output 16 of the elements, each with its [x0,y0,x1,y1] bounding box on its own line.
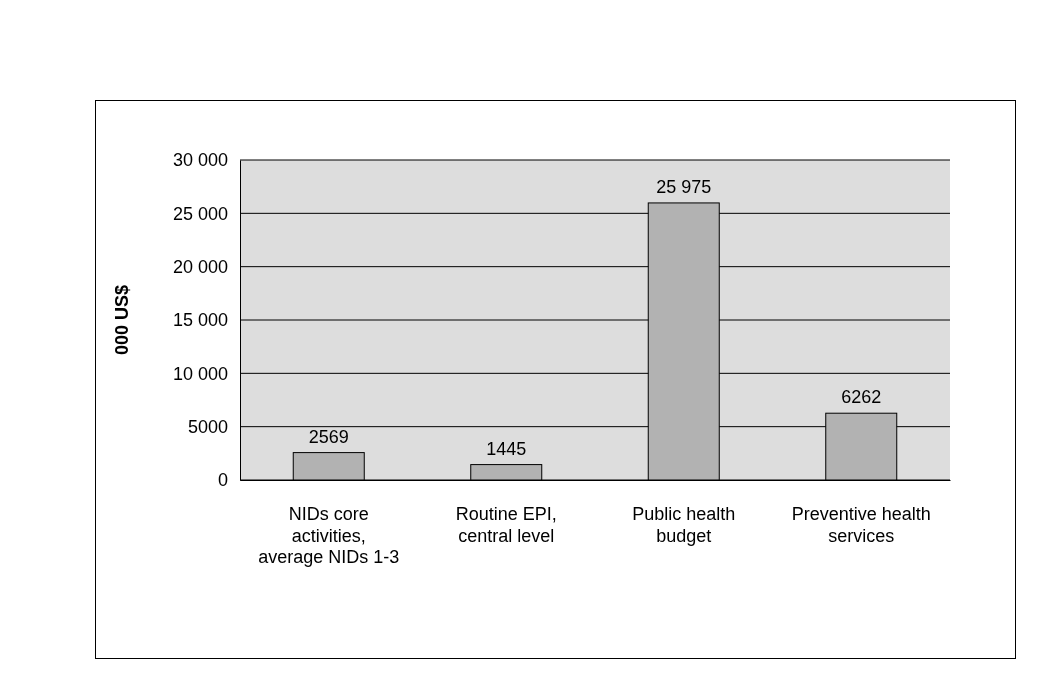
x-tick-label: Public health budget [632,504,736,546]
data-label: 25 975 [656,176,712,197]
y-tick-label: 30 000 [172,150,228,171]
y-tick-label: 20 000 [172,256,228,277]
y-tick-label: 25 000 [172,203,228,224]
x-tick-label: Preventive health services [791,504,931,546]
x-tick-label: Routine EPI, central level [455,504,557,546]
y-axis-title: 000 US$ [112,284,132,356]
data-label: 1445 [486,438,527,459]
y-tick-label: 0 [217,470,228,491]
data-label: 2569 [308,426,349,447]
data-label: 6262 [841,387,882,408]
y-tick-label: 5000 [187,416,228,437]
y-tick-label: 10 000 [172,363,228,384]
x-tick-label: NIDs core activities, average NIDs 1-3 [258,504,400,568]
y-tick-label: 15 000 [172,310,228,331]
